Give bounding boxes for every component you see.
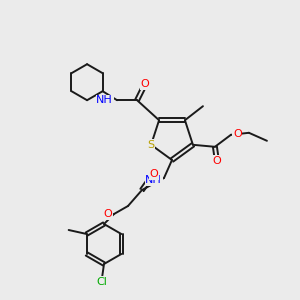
Text: NH: NH (96, 95, 113, 105)
Text: S: S (148, 140, 154, 150)
Text: O: O (141, 79, 149, 89)
Text: Cl: Cl (97, 277, 107, 287)
Text: O: O (150, 169, 158, 179)
Text: NH: NH (145, 175, 162, 185)
Text: O: O (103, 209, 112, 219)
Text: O: O (233, 129, 242, 139)
Text: O: O (212, 156, 221, 166)
